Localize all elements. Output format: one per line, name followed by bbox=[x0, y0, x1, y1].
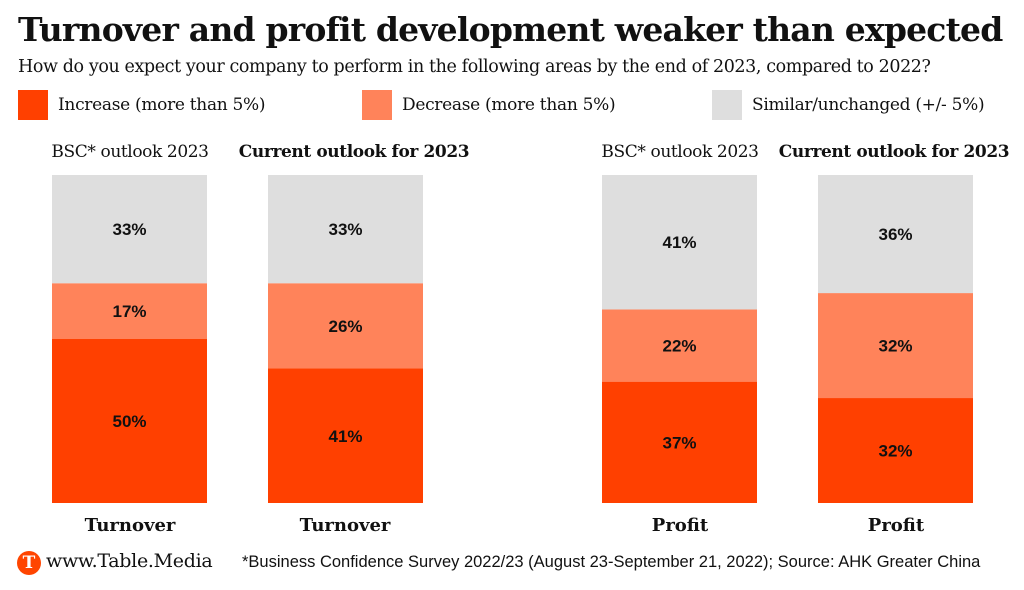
bar-segment-increase-profit-current bbox=[818, 398, 973, 503]
bar-segment-decrease-turnover-bsc bbox=[52, 283, 207, 339]
footer-source-note: *Business Confidence Survey 2022/23 (Aug… bbox=[242, 553, 981, 571]
bar-segment-similar-turnover-current bbox=[268, 175, 423, 284]
column-header-turnover-bsc: BSC* outlook 2023 bbox=[51, 142, 209, 162]
data-label-decrease-profit-current: 32% bbox=[878, 337, 912, 356]
legend-swatch-increase bbox=[18, 90, 48, 120]
legend-item-increase: Increase (more than 5%) bbox=[18, 90, 266, 120]
data-label-decrease-profit-bsc: 22% bbox=[662, 337, 696, 356]
legend-item-similar: Similar/unchanged (+/- 5%) bbox=[712, 90, 985, 120]
legend-swatch-decrease bbox=[362, 90, 392, 120]
bar-segment-similar-turnover-bsc bbox=[52, 175, 207, 284]
category-label-profit-current: Profit bbox=[867, 515, 925, 536]
legend-label-increase: Increase (more than 5%) bbox=[58, 95, 266, 115]
footer-site-link[interactable]: www.Table.Media bbox=[46, 550, 213, 572]
data-label-similar-turnover-current: 33% bbox=[328, 220, 362, 239]
data-label-similar-profit-bsc: 41% bbox=[662, 233, 696, 252]
data-label-decrease-turnover-current: 26% bbox=[328, 317, 362, 336]
bar-segment-similar-profit-current bbox=[818, 175, 973, 294]
data-label-increase-profit-current: 32% bbox=[878, 442, 912, 461]
legend-swatch-similar bbox=[712, 90, 742, 120]
bar-segment-decrease-profit-current bbox=[818, 293, 973, 399]
data-label-similar-profit-current: 36% bbox=[878, 225, 912, 244]
data-label-increase-turnover-bsc: 50% bbox=[112, 412, 146, 431]
bar-segment-increase-profit-bsc bbox=[602, 381, 757, 503]
chart-subtitle: How do you expect your company to perfor… bbox=[18, 57, 931, 77]
data-label-decrease-turnover-bsc: 17% bbox=[112, 302, 146, 321]
column-header-profit-current: Current outlook for 2023 bbox=[778, 142, 1010, 162]
chart-title: Turnover and profit development weaker t… bbox=[18, 10, 1003, 49]
data-label-similar-turnover-bsc: 33% bbox=[112, 220, 146, 239]
category-label-turnover-bsc: Turnover bbox=[84, 515, 176, 536]
column-header-profit-bsc: BSC* outlook 2023 bbox=[601, 142, 759, 162]
category-label-turnover-current: Turnover bbox=[299, 515, 391, 536]
legend-label-similar: Similar/unchanged (+/- 5%) bbox=[752, 95, 985, 115]
table-media-logo-icon: T bbox=[17, 551, 41, 575]
legend-label-decrease: Decrease (more than 5%) bbox=[402, 95, 616, 115]
data-label-increase-profit-bsc: 37% bbox=[662, 433, 696, 452]
data-label-increase-turnover-current: 41% bbox=[328, 427, 362, 446]
column-header-turnover-current: Current outlook for 2023 bbox=[238, 142, 470, 162]
bar-segment-decrease-profit-bsc bbox=[602, 309, 757, 382]
bar-segment-decrease-turnover-current bbox=[268, 283, 423, 369]
category-label-profit-bsc: Profit bbox=[651, 515, 709, 536]
bar-segment-increase-turnover-current bbox=[268, 368, 423, 503]
bar-segment-similar-profit-bsc bbox=[602, 175, 757, 310]
legend-item-decrease: Decrease (more than 5%) bbox=[362, 90, 616, 120]
bar-segment-increase-turnover-bsc bbox=[52, 339, 207, 503]
